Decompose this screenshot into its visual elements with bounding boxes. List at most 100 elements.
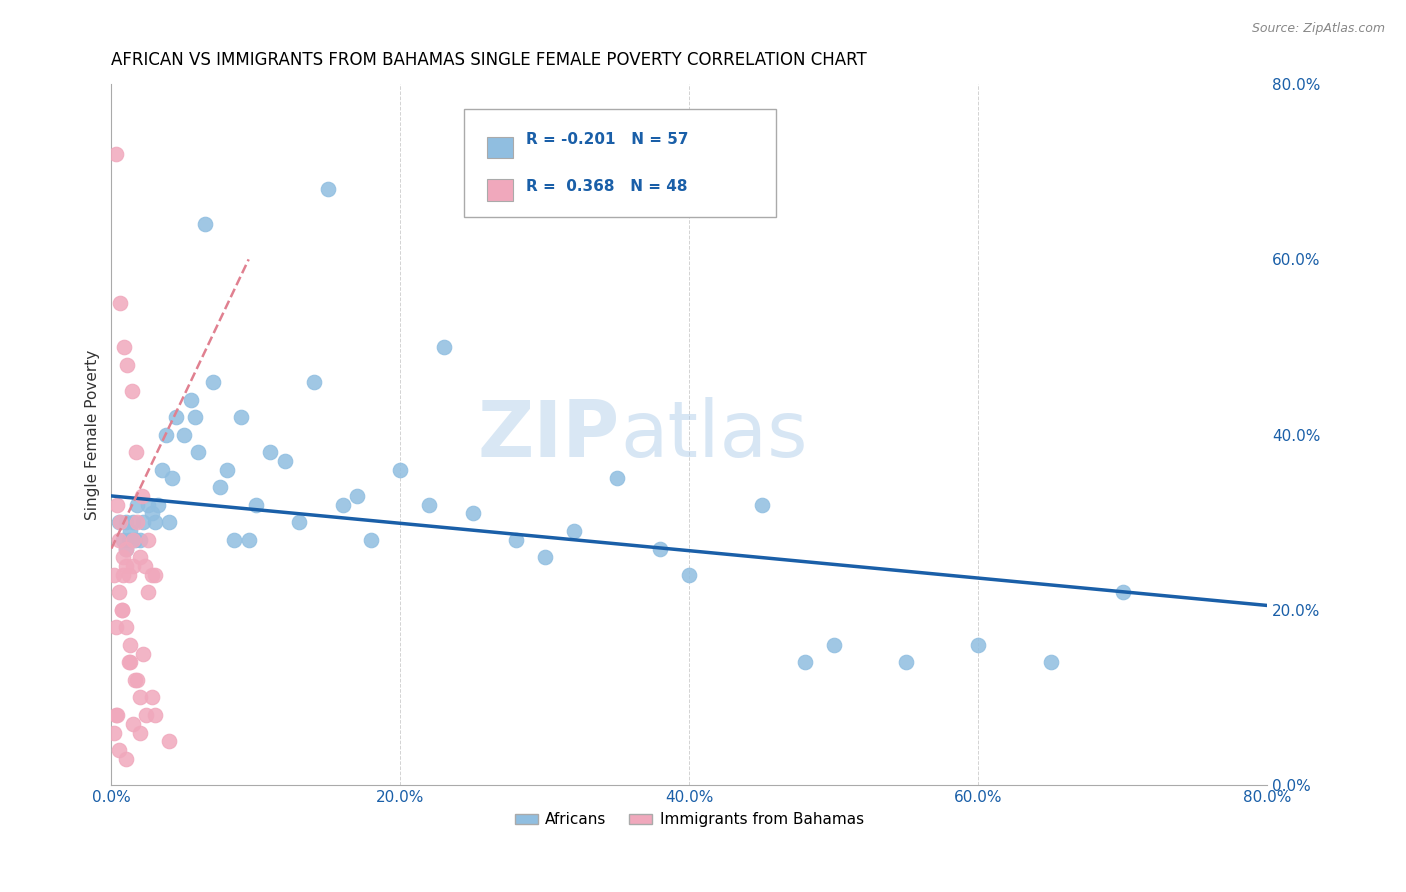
Point (104, 147, 127, 161)
Point (534, 550, 557, 565)
Point (150, 463, 173, 477)
Point (231, 410, 253, 425)
Point (201, 375, 224, 389)
Y-axis label: Single Female Poverty: Single Female Poverty (86, 350, 100, 520)
Point (115, 541, 138, 556)
Point (259, 445, 281, 459)
Point (157, 515, 180, 529)
Text: R =  0.368   N = 48: R = 0.368 N = 48 (526, 179, 688, 194)
Point (180, 392, 202, 407)
Point (122, 515, 145, 529)
Point (110, 603, 132, 617)
Point (129, 725, 152, 739)
FancyBboxPatch shape (464, 109, 776, 218)
Text: ZIP: ZIP (478, 397, 620, 473)
FancyBboxPatch shape (486, 179, 513, 201)
Text: atlas: atlas (620, 397, 807, 473)
Point (751, 498, 773, 512)
Point (433, 340, 456, 354)
Point (1112, 585, 1135, 599)
Point (155, 427, 177, 442)
Point (121, 384, 143, 398)
Point (129, 550, 152, 565)
Point (562, 524, 585, 538)
Point (141, 567, 163, 582)
Point (1039, 656, 1062, 670)
Point (794, 656, 817, 670)
Point (215, 463, 238, 477)
Point (967, 638, 990, 652)
Point (132, 647, 155, 661)
Point (127, 515, 149, 529)
Point (157, 734, 180, 748)
Point (120, 656, 142, 670)
Text: Source: ZipAtlas.com: Source: ZipAtlas.com (1251, 22, 1385, 36)
Point (122, 533, 145, 547)
Point (132, 515, 155, 529)
Point (187, 445, 209, 459)
Point (104, 708, 127, 723)
Point (129, 533, 152, 547)
Point (104, 620, 127, 634)
Point (115, 559, 138, 574)
Point (108, 296, 131, 310)
Point (105, 498, 128, 512)
Point (107, 585, 129, 599)
Text: R = -0.201   N = 57: R = -0.201 N = 57 (526, 132, 689, 147)
Point (120, 524, 142, 538)
Point (389, 463, 412, 477)
Point (146, 498, 169, 512)
Point (110, 603, 132, 617)
Point (105, 708, 128, 723)
Point (127, 498, 149, 512)
Point (136, 533, 159, 547)
Point (346, 489, 368, 503)
Point (111, 550, 134, 565)
Point (173, 427, 195, 442)
Point (125, 445, 148, 459)
Point (650, 541, 672, 556)
Point (606, 471, 628, 485)
Point (245, 498, 267, 512)
Point (160, 471, 183, 485)
Point (127, 673, 149, 687)
Point (678, 567, 700, 582)
Point (117, 358, 139, 372)
Point (141, 507, 163, 521)
Point (107, 533, 129, 547)
Point (288, 515, 311, 529)
Point (360, 533, 382, 547)
Point (332, 498, 354, 512)
Point (143, 567, 166, 582)
Point (316, 182, 339, 196)
Point (224, 533, 246, 547)
Point (143, 515, 166, 529)
Point (136, 498, 159, 512)
Point (238, 533, 260, 547)
Text: AFRICAN VS IMMIGRANTS FROM BAHAMAS SINGLE FEMALE POVERTY CORRELATION CHART: AFRICAN VS IMMIGRANTS FROM BAHAMAS SINGL… (111, 51, 868, 69)
Point (115, 752, 138, 766)
Point (107, 515, 129, 529)
Point (274, 454, 297, 468)
Point (124, 533, 146, 547)
Point (115, 541, 138, 556)
Point (108, 515, 131, 529)
Point (115, 620, 138, 634)
Point (120, 638, 142, 652)
Point (103, 725, 125, 739)
Point (461, 507, 484, 521)
Point (122, 559, 145, 574)
Point (129, 690, 152, 705)
Legend: Africans, Immigrants from Bahamas: Africans, Immigrants from Bahamas (509, 806, 870, 833)
Point (823, 638, 845, 652)
FancyBboxPatch shape (486, 136, 513, 158)
Point (194, 217, 217, 231)
Point (141, 690, 163, 705)
Point (505, 533, 527, 547)
Point (107, 743, 129, 757)
Point (124, 673, 146, 687)
Point (143, 708, 166, 723)
Point (136, 585, 159, 599)
Point (122, 716, 145, 731)
Point (135, 708, 157, 723)
